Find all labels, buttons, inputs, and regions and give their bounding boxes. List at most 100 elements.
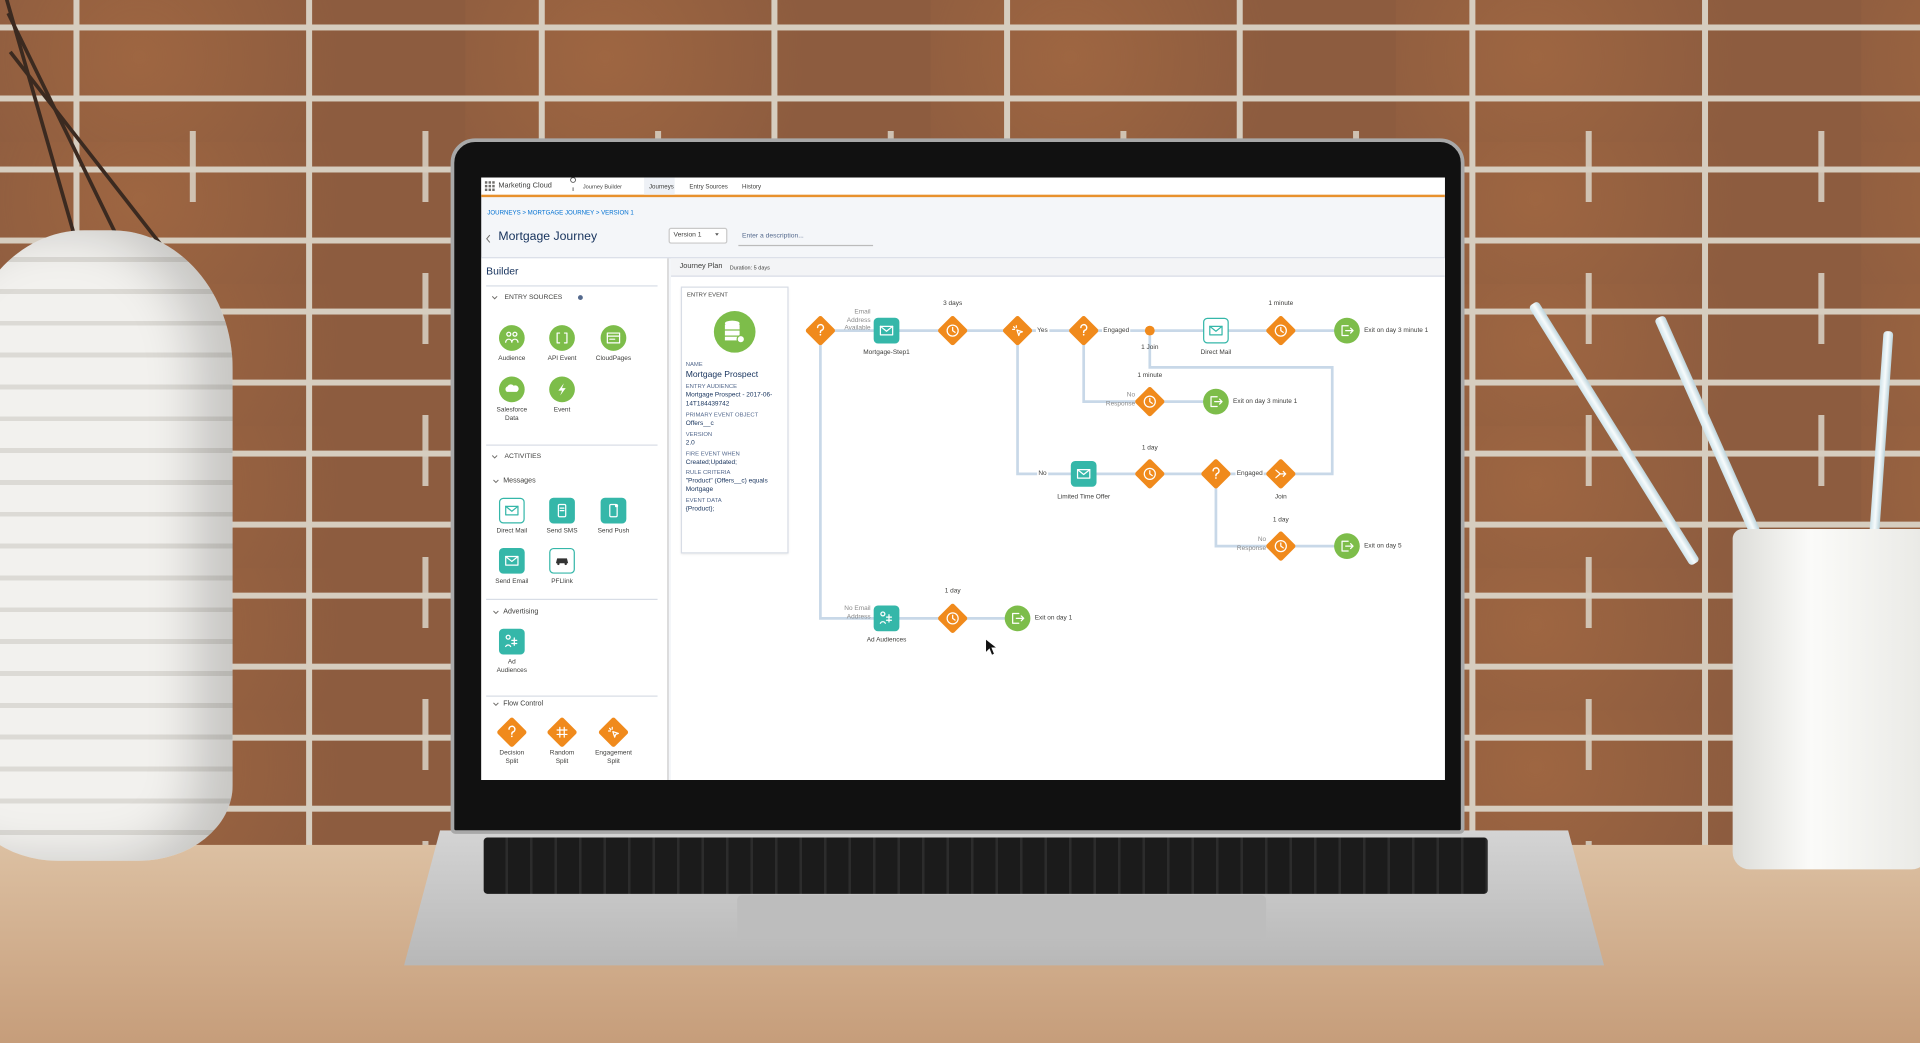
journey-node[interactable] bbox=[1134, 386, 1165, 417]
chevron bbox=[493, 479, 499, 484]
node-label: Ad Audiences bbox=[866, 636, 907, 645]
activity-icon[interactable] bbox=[498, 547, 525, 574]
journey-node[interactable] bbox=[1265, 315, 1296, 346]
activity-icon[interactable] bbox=[498, 497, 525, 524]
icon-part bbox=[1274, 324, 1287, 337]
activity-label[interactable]: Direct Mail bbox=[496, 527, 528, 536]
journey-node[interactable] bbox=[1334, 533, 1360, 559]
journey-node[interactable] bbox=[1144, 325, 1155, 336]
journey-node[interactable] bbox=[937, 603, 968, 634]
journey-node[interactable] bbox=[1004, 605, 1031, 632]
chevron bbox=[491, 295, 498, 300]
entry-source-label[interactable]: Event bbox=[553, 406, 571, 414]
version[interactable]: Version 1 bbox=[673, 230, 702, 239]
plan-duration: Duration: 5 days bbox=[729, 264, 770, 271]
node-label: No Response bbox=[1236, 536, 1267, 552]
journey-node[interactable] bbox=[1203, 388, 1229, 415]
icon-part bbox=[505, 505, 519, 512]
divider bbox=[486, 695, 658, 697]
divider bbox=[486, 285, 658, 287]
activity-label[interactable]: Send Email bbox=[495, 577, 529, 586]
activity-label[interactable]: Ad Audiences bbox=[496, 658, 527, 675]
node-label: Exit on day 1 bbox=[1034, 614, 1073, 623]
activity-icon[interactable] bbox=[546, 717, 577, 748]
journey-node[interactable] bbox=[1134, 458, 1165, 489]
tab[interactable]: History bbox=[742, 183, 762, 191]
group-heading[interactable]: Messages bbox=[503, 477, 536, 485]
journey-node[interactable] bbox=[805, 315, 836, 346]
field-label: EVENT DATA bbox=[685, 498, 722, 505]
entry-source-label[interactable]: Audience bbox=[498, 355, 526, 363]
entry-source-icon[interactable] bbox=[498, 325, 525, 351]
tab[interactable]: Journeys bbox=[648, 183, 674, 191]
journey-node[interactable] bbox=[1265, 531, 1296, 562]
entry-source-label[interactable]: Salesforce Data bbox=[496, 406, 528, 422]
entry-source-icon[interactable] bbox=[549, 325, 575, 351]
field-label: PRIMARY EVENT OBJECT bbox=[685, 412, 759, 419]
description-input[interactable]: Enter a description... bbox=[742, 232, 804, 240]
activity-icon[interactable] bbox=[598, 717, 629, 748]
activity-icon[interactable] bbox=[549, 497, 575, 524]
group-heading[interactable]: Flow Control bbox=[503, 700, 544, 708]
entry-source-icon[interactable] bbox=[498, 376, 525, 403]
activity-label[interactable]: Random Split bbox=[549, 749, 575, 765]
icon-part bbox=[508, 725, 516, 735]
app: Marketing Cloud Journey Builder Journeys… bbox=[481, 177, 1445, 780]
dropdown-caret bbox=[715, 233, 719, 236]
version-select[interactable] bbox=[668, 227, 728, 244]
section-heading[interactable]: ACTIVITIES bbox=[504, 453, 542, 461]
journey-node[interactable] bbox=[1070, 461, 1097, 487]
icon-part bbox=[1080, 323, 1088, 334]
activity-icon[interactable] bbox=[498, 628, 525, 655]
activity-icon[interactable] bbox=[600, 497, 627, 524]
icon-part bbox=[952, 326, 956, 333]
node-label: Engaged bbox=[1102, 326, 1131, 336]
journey-title: Mortgage Journey bbox=[498, 230, 598, 244]
field-value: 2.0 bbox=[685, 439, 695, 447]
node-label: 3 days bbox=[943, 300, 963, 308]
field-label: RULE CRITERIA bbox=[685, 470, 731, 477]
journey-node[interactable] bbox=[873, 317, 900, 344]
entry-source-label[interactable]: API Event bbox=[547, 355, 577, 363]
breadcrumb[interactable]: JOURNEYS > MORTGAGE JOURNEY > VERSION 1 bbox=[487, 209, 634, 217]
journey-node[interactable] bbox=[1203, 317, 1229, 344]
info-icon[interactable] bbox=[577, 295, 583, 300]
diagram bbox=[484, 177, 1360, 748]
node-label: No bbox=[1037, 470, 1048, 479]
icon-part bbox=[1274, 540, 1287, 553]
section-heading[interactable]: ENTRY SOURCES bbox=[504, 293, 563, 302]
app-name[interactable]: Journey Builder bbox=[582, 183, 622, 190]
connector bbox=[819, 330, 1018, 620]
node-label: Direct Mail bbox=[1200, 348, 1232, 357]
activity-label[interactable]: Decision Split bbox=[499, 749, 525, 765]
journey-node[interactable] bbox=[1265, 458, 1296, 489]
icon-part bbox=[1149, 397, 1153, 404]
activity-label[interactable]: Send SMS bbox=[546, 527, 578, 536]
entry-source-icon[interactable] bbox=[600, 325, 627, 351]
app-launcher[interactable] bbox=[484, 181, 495, 192]
journey-node[interactable] bbox=[1334, 317, 1360, 344]
activity-icon[interactable] bbox=[549, 547, 575, 574]
node-label: 1 minute bbox=[1268, 300, 1294, 308]
entry-source-label[interactable]: CloudPages bbox=[595, 355, 632, 363]
entry-source-icon[interactable] bbox=[549, 376, 575, 403]
divider bbox=[486, 444, 658, 446]
activity-label[interactable]: Send Push bbox=[597, 527, 630, 536]
group-heading[interactable]: Advertising bbox=[503, 608, 539, 616]
activity-icon[interactable] bbox=[496, 717, 527, 748]
journey-node[interactable] bbox=[1068, 315, 1099, 346]
icon-part bbox=[1143, 395, 1156, 408]
icon-part bbox=[1275, 469, 1287, 479]
icon-part bbox=[505, 634, 518, 648]
icon-part bbox=[1210, 396, 1223, 408]
activity-label[interactable]: Engagement Split bbox=[595, 749, 632, 765]
journey-node[interactable] bbox=[873, 605, 900, 632]
back-chevron[interactable] bbox=[486, 234, 491, 243]
tab[interactable]: Entry Sources bbox=[689, 183, 728, 191]
brush-cup bbox=[1732, 528, 1920, 870]
journey-node[interactable] bbox=[1200, 458, 1231, 489]
icon-part bbox=[556, 726, 568, 738]
activity-label[interactable]: PFLlink bbox=[551, 577, 573, 586]
journey-node[interactable] bbox=[1002, 315, 1033, 346]
journey-node[interactable] bbox=[937, 315, 968, 346]
